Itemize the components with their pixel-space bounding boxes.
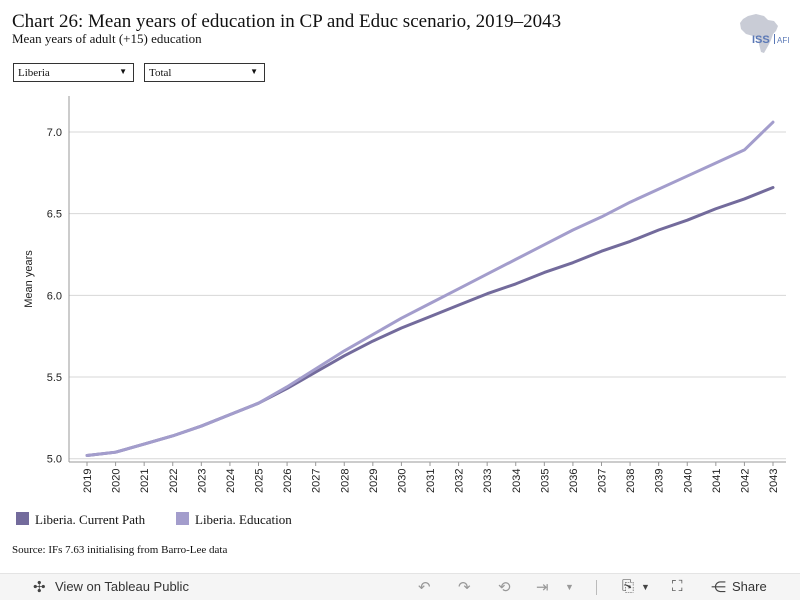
x-tick-label: 2036 (568, 469, 580, 493)
refresh-icon[interactable]: ⇥ (536, 579, 549, 596)
undo-icon[interactable]: ↶ (418, 579, 431, 596)
share-button[interactable]: Share (732, 579, 767, 594)
legend-swatch (16, 512, 29, 525)
y-tick-label: 5.5 (47, 372, 62, 384)
country-select-value: Liberia (18, 67, 50, 79)
x-tick-label: 2029 (368, 469, 380, 493)
line-chart[interactable]: 5.0 5.5 6.0 6.5 7.0 Mean years 2019 2020 2021 202… (0, 90, 800, 500)
country-select[interactable]: Liberia ▼ (13, 63, 134, 82)
x-tick-label: 2038 (625, 469, 637, 493)
series-line-1[interactable] (85, 186, 775, 457)
x-tick-label: 2024 (225, 469, 237, 493)
x-tick-label: 2026 (282, 469, 294, 493)
legend-item-education[interactable]: Liberia. Education (176, 512, 292, 528)
x-tick-label: 2027 (311, 469, 323, 493)
toolbar-divider (596, 580, 597, 595)
fullscreen-icon[interactable]: ⛶ (672, 578, 683, 595)
x-tick-label: 2032 (454, 469, 466, 493)
y-tick-label: 7.0 (47, 127, 62, 139)
measure-select-value: Total (149, 67, 172, 79)
x-tick-label: 2033 (482, 469, 494, 493)
legend-swatch (176, 512, 189, 525)
legend-item-current-path[interactable]: Liberia. Current Path (16, 512, 145, 528)
y-axis-label: Mean years (23, 250, 35, 308)
download-icon[interactable]: ⎘ (622, 578, 635, 595)
x-tick-label: 2025 (254, 469, 266, 493)
x-tick-label: 2039 (654, 469, 666, 493)
chart-title: Chart 26: Mean years of education in CP … (12, 11, 562, 32)
y-tick-label: 6.0 (47, 290, 62, 302)
logo-suffix: AFI (777, 36, 789, 45)
x-tick-label: 2037 (597, 469, 609, 493)
view-on-tableau-link[interactable]: View on Tableau Public (55, 579, 189, 594)
chevron-down-icon[interactable]: ▼ (641, 582, 650, 592)
chevron-down-icon[interactable]: ▼ (565, 582, 574, 592)
legend-label: Liberia. Current Path (35, 512, 146, 527)
x-tick-label: 2028 (339, 469, 351, 493)
x-tick-label: 2042 (739, 469, 751, 493)
series-line-2[interactable] (85, 120, 775, 457)
iss-africa-logo: ISS AFI (740, 14, 789, 53)
x-tick-label: 2043 (768, 469, 780, 493)
x-tick-label: 2041 (711, 469, 723, 493)
tableau-logo-icon[interactable]: ✣ (33, 579, 46, 596)
x-tick-label: 2020 (111, 469, 123, 493)
x-tick-label: 2030 (396, 469, 408, 493)
x-tick-label: 2023 (196, 469, 208, 493)
x-tick-label: 2019 (82, 469, 94, 493)
africa-map-icon (740, 14, 778, 53)
measure-select[interactable]: Total ▼ (144, 63, 265, 82)
x-tick-label: 2034 (511, 469, 523, 493)
logo-text: ISS (752, 34, 770, 46)
x-tick-label: 2040 (682, 469, 694, 493)
source-note: Source: IFs 7.63 initialising from Barro… (12, 544, 228, 556)
tableau-toolbar: ✣ View on Tableau Public ↶ ↷ ⟲ ⇥ ▼ ⎘ ▼ ⛶… (0, 573, 800, 600)
x-tick-label: 2022 (168, 469, 180, 493)
share-icon[interactable]: ⋲ (711, 579, 726, 596)
redo-icon[interactable]: ↷ (458, 579, 471, 596)
x-tick-label: 2031 (425, 469, 437, 493)
dropdown-arrow-icon: ▼ (250, 67, 258, 76)
revert-icon[interactable]: ⟲ (498, 579, 511, 596)
y-tick-label: 5.0 (47, 454, 62, 466)
y-tick-label: 6.5 (47, 209, 62, 221)
x-tick-label: 2021 (139, 469, 151, 493)
legend-label: Liberia. Education (195, 512, 292, 527)
chart-subtitle: Mean years of adult (+15) education (12, 31, 202, 46)
dropdown-arrow-icon: ▼ (119, 67, 127, 76)
x-tick-label: 2035 (539, 469, 551, 493)
